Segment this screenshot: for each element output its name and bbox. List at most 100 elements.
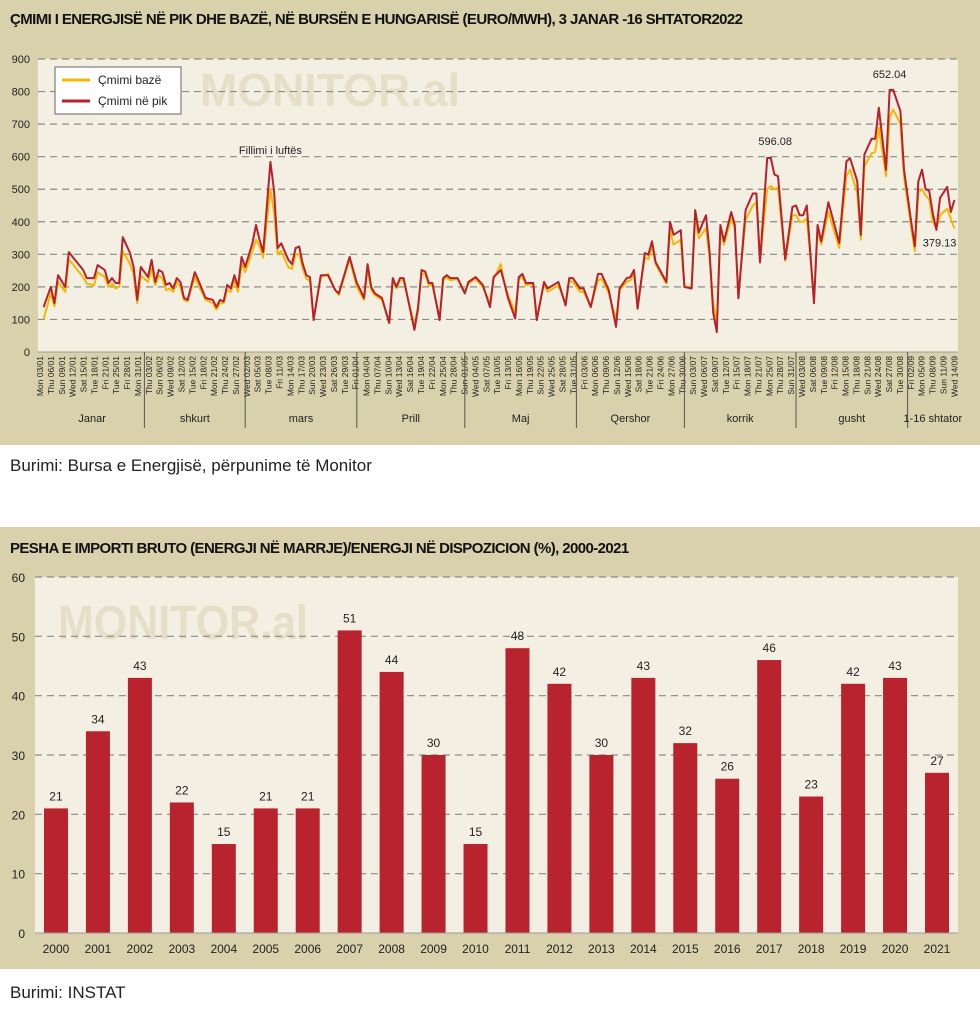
x-date-label: Sun 20/03 [307, 356, 317, 395]
y-tick-label: 900 [12, 54, 30, 66]
x-date-label: Fri 22/04 [427, 356, 437, 390]
x-date-label: Sat 26/03 [329, 356, 339, 393]
x-date-label: Sun 12/06 [612, 356, 622, 395]
annotation-label: 652.04 [873, 69, 907, 81]
x-date-label: Tue 08/03 [264, 356, 274, 394]
x-tick-label: 2021 [924, 942, 951, 956]
x-tick-label: 2010 [462, 942, 489, 956]
price-chart-panel: ÇMIMI I ENERGJISË NË PIK DHE BAZË, NË BU… [0, 0, 980, 445]
y-tick-label: 400 [12, 217, 30, 229]
x-tick-label: 2005 [252, 942, 279, 956]
y-tick-label: 40 [12, 690, 26, 704]
x-date-label: Mon 27/06 [666, 356, 676, 396]
legend: Çmimi bazë Çmimi në pik [54, 66, 182, 115]
price-line-chart: ÇMIMI I ENERGJISË NË PIK DHE BAZË, NË BU… [10, 11, 962, 428]
bar-2013 [589, 755, 614, 933]
x-date-label: Mon 25/07 [764, 356, 774, 396]
bar-value-label: 27 [930, 754, 944, 768]
y-tick-label: 800 [12, 87, 30, 99]
bar-value-label: 30 [595, 736, 609, 750]
x-date-label: Mon 16/05 [514, 356, 524, 396]
x-date-label: Wed 06/07 [699, 356, 709, 397]
x-date-label: Thu 07/04 [372, 356, 382, 395]
x-date-label: Mon 06/06 [590, 356, 600, 396]
x-tick-label: 2002 [127, 942, 154, 956]
x-date-label: Mon 21/02 [209, 356, 219, 396]
x-date-label: Fri 18/02 [198, 356, 208, 390]
x-date-label: Wed 12/01 [68, 356, 78, 397]
bar-2003 [169, 802, 194, 933]
x-date-label: Sun 21/08 [862, 356, 872, 395]
x-date-label: Mon 04/04 [362, 356, 372, 396]
bar-value-label: 46 [763, 641, 777, 655]
y-tick-label: 0 [24, 347, 30, 359]
x-date-label: Sun 03/07 [688, 356, 698, 395]
x-tick-label: 2013 [588, 942, 615, 956]
x-date-label: Sun 22/05 [536, 356, 546, 395]
bar-2011 [505, 648, 530, 933]
x-date-label: Thu 21/07 [753, 356, 763, 395]
bar-value-label: 43 [637, 659, 651, 673]
x-date-label: Fri 03/06 [579, 356, 589, 390]
x-date-label: Fri 02/09 [906, 356, 916, 390]
x-date-label: Wed 15/06 [623, 356, 633, 397]
bar-value-label: 30 [427, 736, 441, 750]
x-tick-label: 2004 [210, 942, 237, 956]
month-label: mars [289, 413, 314, 425]
bar-value-label: 42 [846, 665, 860, 679]
bar-2020 [883, 677, 908, 933]
x-date-label: Thu 08/09 [928, 356, 938, 395]
x-date-label: Fri 21/01 [100, 356, 110, 390]
bar-2010 [463, 844, 488, 933]
bar-value-label: 21 [49, 789, 63, 803]
y-tick-label: 200 [12, 282, 30, 294]
x-date-label: Wed 25/05 [547, 356, 557, 397]
x-date-label: Sat 18/06 [634, 356, 644, 393]
bar-2014 [631, 677, 656, 933]
x-date-label: Tue 25/01 [111, 356, 121, 394]
bar-2018 [799, 796, 824, 933]
y-tick-label: 10 [12, 868, 26, 882]
x-date-label: Mon 15/08 [841, 356, 851, 396]
x-date-label: Thu 03/02 [144, 356, 154, 395]
x-date-label: Tue 15/02 [187, 356, 197, 394]
x-date-label: Thu 30/06 [677, 356, 687, 395]
x-date-label: Mon 14/03 [285, 356, 295, 396]
x-tick-label: 2015 [672, 942, 699, 956]
month-label: 1-16 shtator [903, 413, 962, 425]
bar-value-label: 32 [679, 724, 693, 738]
x-date-label: Sun 11/09 [939, 356, 949, 394]
x-tick-label: 2012 [546, 942, 573, 956]
x-tick-label: 2006 [294, 942, 321, 956]
bar-2007 [337, 630, 362, 933]
x-date-label: Fri 01/04 [351, 356, 361, 390]
annotation-label: Fillimi i luftës [239, 145, 302, 157]
x-date-label: Sat 07/05 [481, 356, 491, 393]
x-date-label: Thu 24/02 [220, 356, 230, 395]
x-date-label: Mon 18/07 [743, 356, 753, 396]
bar-2016 [715, 778, 740, 933]
bar-value-label: 34 [91, 712, 105, 726]
annotation-label: 379.13 [923, 238, 957, 250]
x-date-label: Sat 12/02 [177, 356, 187, 393]
x-tick-label: 2009 [420, 942, 447, 956]
chart-title: ÇMIMI I ENERGJISË NË PIK DHE BAZË, NË BU… [10, 11, 743, 28]
x-date-label: Tue 29/03 [340, 356, 350, 394]
y-tick-label: 20 [12, 808, 26, 822]
y-tick-label: 50 [12, 630, 26, 644]
x-tick-label: 2019 [840, 942, 867, 956]
month-label: Janar [78, 413, 106, 425]
plot-area [38, 59, 958, 352]
x-tick-label: 2018 [798, 942, 825, 956]
bar-2021 [925, 772, 950, 933]
x-date-label: Thu 06/01 [46, 356, 56, 395]
x-tick-label: 2003 [168, 942, 195, 956]
bar-value-label: 43 [133, 659, 147, 673]
x-tick-label: 2014 [630, 942, 657, 956]
x-tick-label: 2001 [85, 942, 112, 956]
watermark: MONITOR.al [200, 64, 460, 116]
x-date-label: Sun 09/01 [57, 356, 67, 395]
y-tick-label: 100 [12, 314, 30, 326]
x-date-label: Thu 28/04 [449, 356, 459, 395]
bar-value-label: 22 [175, 783, 189, 797]
